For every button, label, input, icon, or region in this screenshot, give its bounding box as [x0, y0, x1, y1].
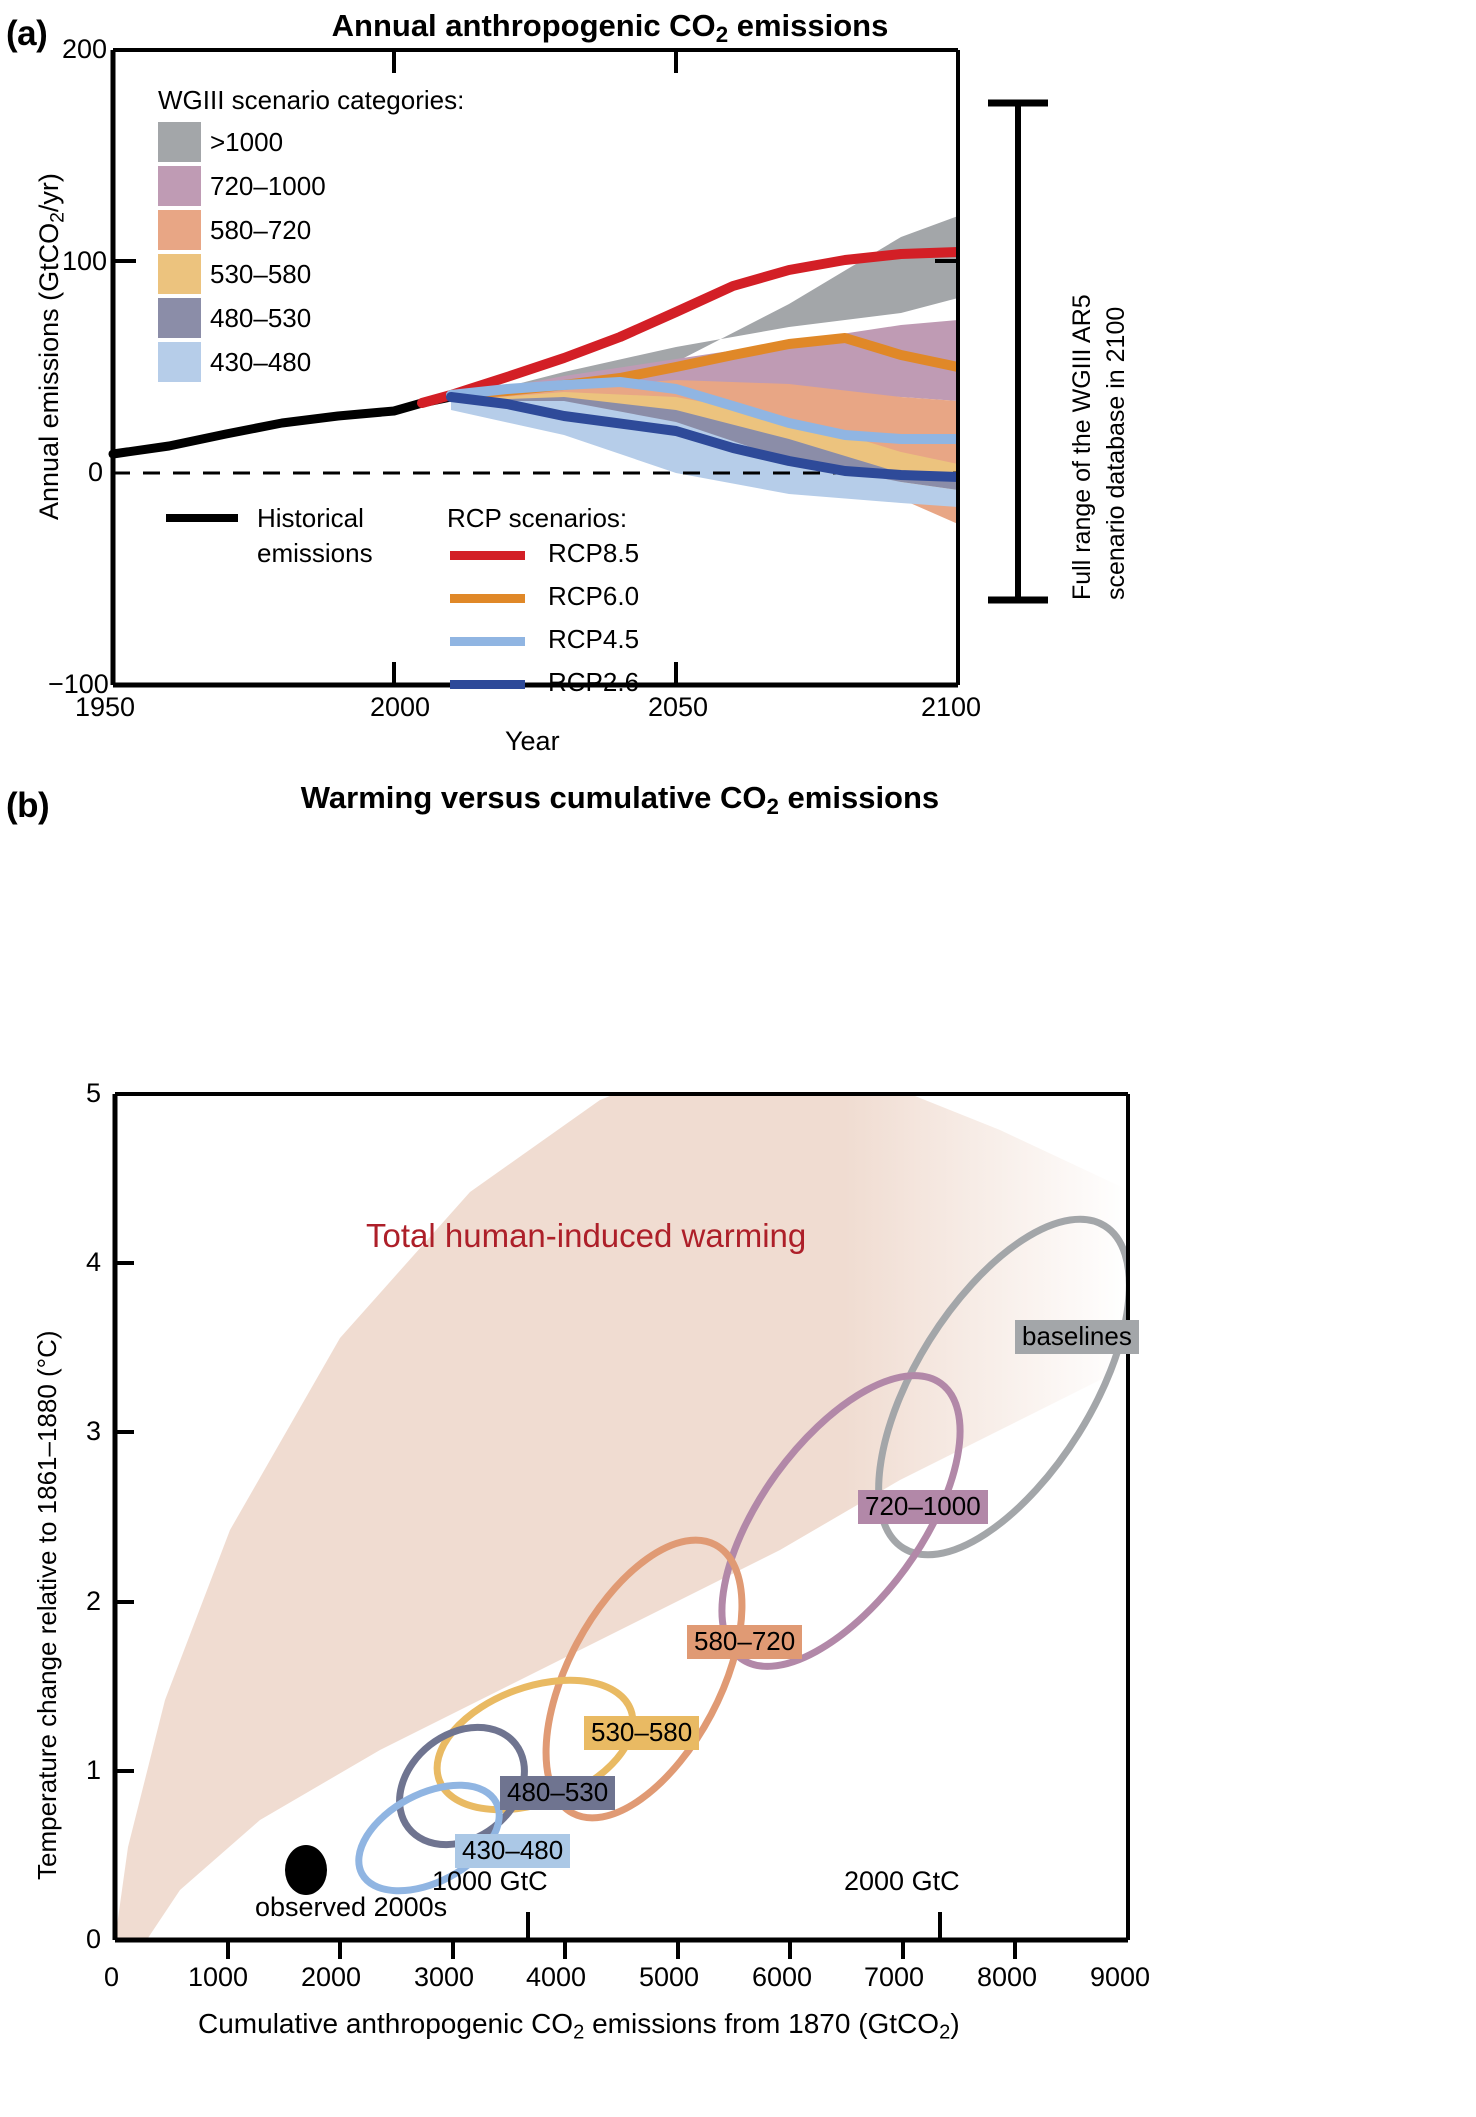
panel-b-xtick-0: 0	[104, 1962, 120, 1992]
wg3-swatch-720-1000	[158, 166, 201, 206]
panel-b-xtick-5000: 5000	[639, 1962, 700, 1992]
panel-a-title-post: emissions	[728, 8, 889, 43]
ellipse-label-580-720: 580–720	[687, 1625, 803, 1660]
observed-2000s-point	[285, 1845, 327, 1895]
rcp60-label: RCP6.0	[548, 581, 640, 611]
panel-a-ytick-0: 0	[88, 457, 104, 487]
panel-b-x-ticks	[226, 1940, 1017, 1959]
panel-b-xtick-7000: 7000	[864, 1962, 925, 1992]
ellipse-baselines	[875, 1215, 1128, 1559]
panel-b-ytick-5: 5	[86, 1078, 102, 1108]
panel-b-ytick-4: 4	[86, 1247, 102, 1277]
panel-b-title-post: emissions	[778, 780, 940, 815]
panel-b-title-sub: 2	[766, 794, 779, 820]
gtc-marker-1000: 1000 GtC	[432, 1866, 548, 1896]
rcp45-label: RCP4.5	[548, 624, 640, 654]
ellipse-580-720	[542, 1536, 746, 1822]
panel-b-ytick-0: 0	[86, 1924, 102, 1954]
gtc-marker-2000: 2000 GtC	[844, 1866, 960, 1896]
rcp85-swatch	[450, 551, 525, 560]
panel-b-xtick-8000: 8000	[977, 1962, 1038, 1992]
historical-legend-swatch	[166, 514, 238, 522]
ellipse-label-720-1000: 720–1000	[858, 1490, 988, 1525]
wg3-label-430-480: 430–480	[210, 347, 312, 377]
panel-b-x-label-post2: )	[950, 2008, 960, 2039]
panel-b-title: Warming versus cumulative CO2 emissions	[115, 780, 1125, 820]
wg3-label-530-580: 530–580	[210, 259, 312, 289]
rcp26-label: RCP2.6	[548, 667, 640, 697]
ellipse-label-baselines: baselines	[1015, 1320, 1139, 1355]
panel-a-ytick-neg100: −100	[48, 669, 109, 699]
wg3-label-480-530: 480–530	[210, 303, 312, 333]
panel-b-x-label-sub2: 2	[939, 2021, 951, 2044]
rcp26-swatch	[450, 680, 525, 689]
rcp85-label: RCP8.5	[548, 538, 640, 568]
panel-a-letter: (a)	[6, 14, 48, 53]
panel-b-x-label-post: emissions from 1870 (GtCO	[584, 2008, 940, 2039]
panel-b-ytick-2: 2	[86, 1586, 102, 1616]
panel-b-ytick-3: 3	[86, 1416, 102, 1446]
panel-b-plot	[112, 1092, 1130, 1959]
rcp45-line	[446, 377, 958, 444]
wg3-swatch-480-530	[158, 298, 201, 338]
total-human-induced-warming-plume	[115, 1094, 1128, 1940]
rcp85-line	[417, 247, 958, 408]
wg3-label->1000: >1000	[210, 127, 284, 157]
rcp45-swatch	[450, 637, 525, 646]
panel-b-x-label-pre: Cumulative anthropogenic CO	[198, 2008, 574, 2039]
panel-a-plot	[108, 48, 1048, 688]
ellipse-label-430-480: 430–480	[455, 1834, 571, 1869]
wg3-swatch->1000	[158, 122, 201, 162]
panel-b-x-axis-label: Cumulative anthropogenic CO2 emissions f…	[198, 2008, 960, 2045]
panel-b-xtick-2000: 2000	[301, 1962, 362, 1992]
panel-b-xtick-9000: 9000	[1090, 1962, 1151, 1992]
panel-b-ytick-1: 1	[86, 1755, 102, 1785]
panel-a-ytick-100: 100	[62, 246, 108, 276]
panel-b-xtick-3000: 3000	[414, 1962, 475, 1992]
panel-b-y-ticks	[115, 1261, 134, 1773]
rcp26-line	[446, 392, 958, 482]
band->1000	[451, 216, 958, 401]
panel-a-xtick-1950: 1950	[75, 692, 136, 722]
panel-a-ytick-200: 200	[62, 34, 108, 64]
wg3-label-720-1000: 720–1000	[210, 171, 326, 201]
panel-b-xtick-6000: 6000	[752, 1962, 813, 1992]
historical-legend-label-1: Historical	[257, 503, 364, 533]
scenario-ellipses	[285, 1215, 1128, 1895]
wg3-label-580-720: 580–720	[210, 215, 312, 245]
panel-b-x-label-sub: 2	[573, 2021, 585, 2044]
panel-a-range-bracket	[988, 99, 1048, 604]
panel-b-letter: (b)	[6, 786, 50, 825]
rcp60-swatch	[450, 594, 525, 603]
observed-2000s-label: observed 2000s	[255, 1892, 448, 1922]
ellipse-label-530-580: 530–580	[584, 1716, 700, 1751]
panel-a-title-sub: 2	[715, 22, 729, 48]
ellipse-430-480	[355, 1781, 503, 1895]
panel-a-x-axis-label: Year	[505, 726, 560, 756]
rcp-legend-title: RCP scenarios:	[447, 503, 628, 533]
wg3-legend-title: WGIII scenario categories:	[158, 85, 465, 115]
panel-a-title: Annual anthropogenic CO2 emissions	[110, 8, 1110, 48]
panel-a-title-pre: Annual anthropogenic CO	[331, 8, 716, 43]
panel-a-xtick-2100: 2100	[921, 692, 982, 722]
panel-a-xtick-2050: 2050	[648, 692, 709, 722]
ellipse-label-480-530: 480–530	[500, 1776, 616, 1811]
panel-b-xtick-4000: 4000	[526, 1962, 587, 1992]
wg3-swatch-530-580	[158, 254, 201, 294]
panel-b-title-pre: Warming versus cumulative CO	[300, 780, 767, 815]
band-430-480	[451, 401, 958, 507]
plume-label: Total human-induced warming	[366, 1217, 807, 1254]
panel-b-gtc-ticks	[526, 1912, 942, 1940]
panel-b-xtick-1000: 1000	[188, 1962, 249, 1992]
panel-a-xtick-2000: 2000	[370, 692, 431, 722]
historical-legend-label-2: emissions	[257, 538, 373, 568]
wg3-swatch-580-720	[158, 210, 201, 250]
wg3-swatch-430-480	[158, 342, 201, 382]
